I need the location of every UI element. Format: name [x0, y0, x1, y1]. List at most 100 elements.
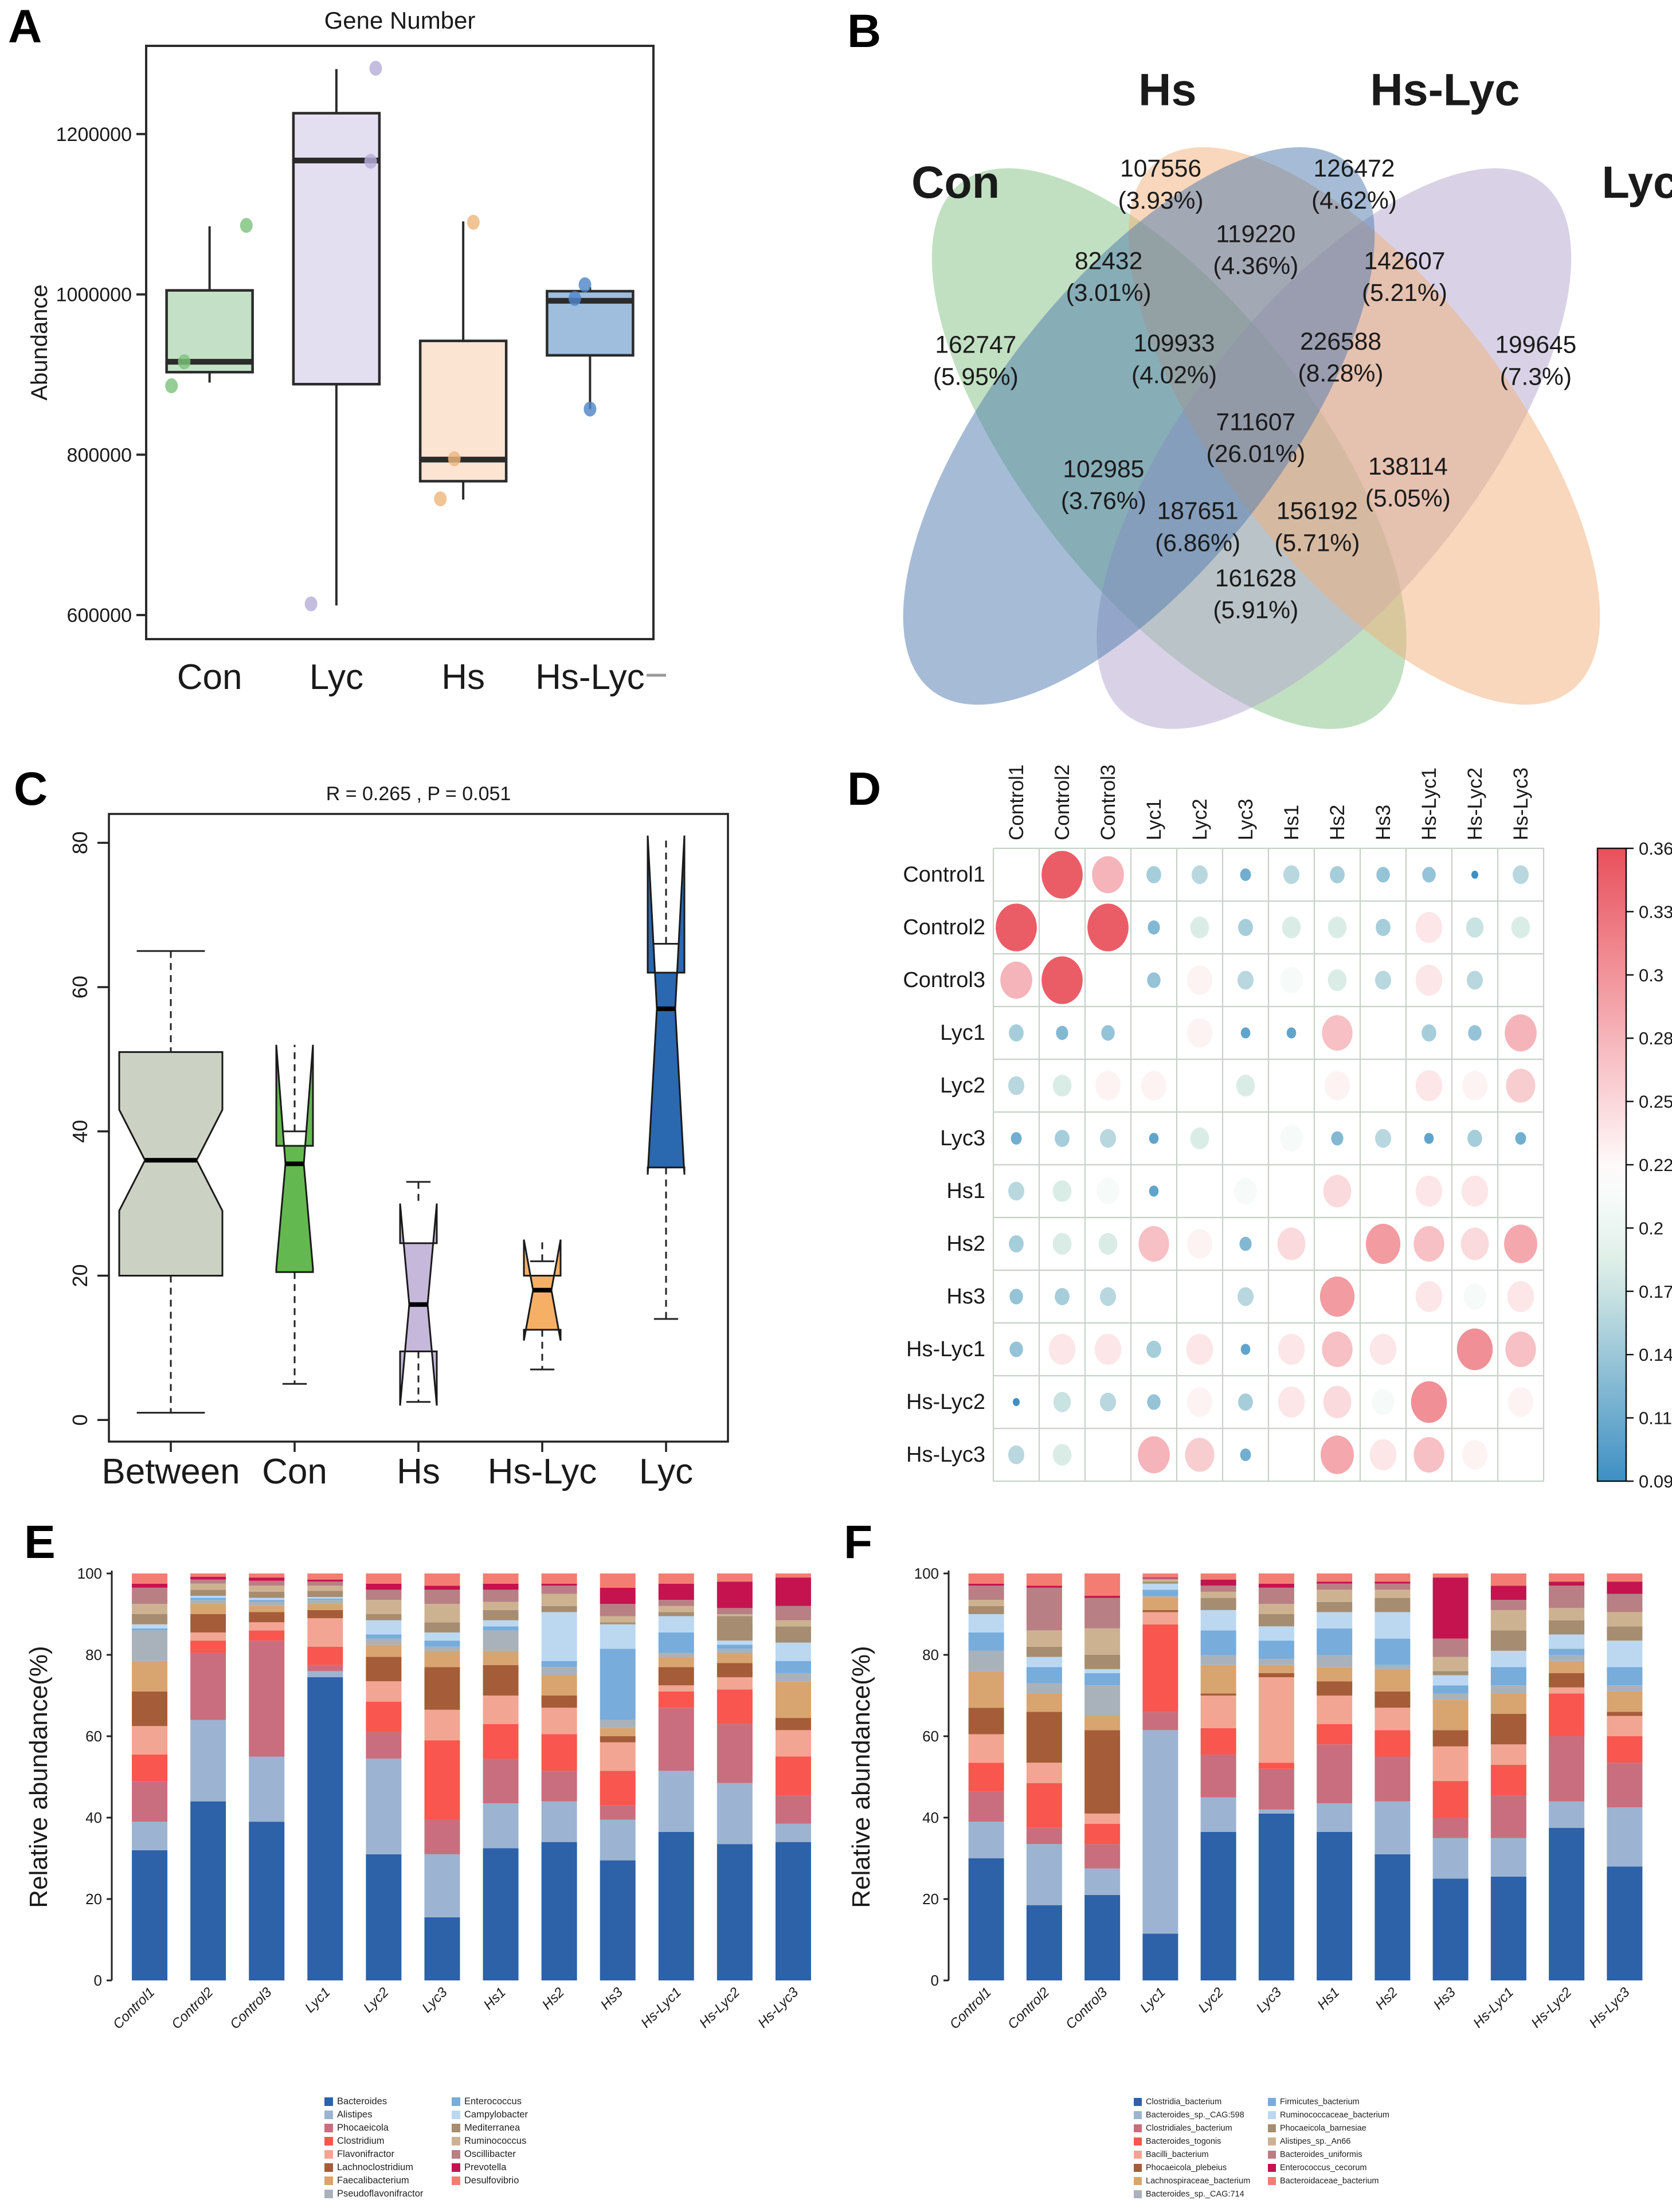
- bar-segment-Faecalibacterium: [307, 1604, 343, 1610]
- bar-segment-Enterococcus: [658, 1632, 694, 1653]
- bar-segment-Oscillibacter: [483, 1589, 519, 1602]
- bar-segment-Phocaeicola: [600, 1805, 636, 1820]
- bar-segment-Prevotella: [190, 1576, 226, 1580]
- bar-segment-Phocaeicola_barnesiae: [1375, 1598, 1411, 1612]
- corr-bubble: [1052, 1180, 1072, 1202]
- bar-segment-Bacteroides_sp._CAG:714: [1432, 1693, 1469, 1700]
- legend-label: Pseudoflavonifractor: [337, 2188, 424, 2199]
- bar-segment-Firmicutes_bacterium: [1258, 1641, 1294, 1659]
- bar-segment-Bacteroides_sp._CAG:714: [1607, 1685, 1643, 1692]
- bar-segment-Flavonifractor: [307, 1618, 343, 1647]
- bar-segment-Lachnoclostridium: [307, 1610, 343, 1619]
- bar-segment-Campylobacter: [600, 1624, 636, 1649]
- col-label-Lyc2: Lyc2: [1189, 798, 1211, 840]
- y-tick-label: 80: [85, 1646, 102, 1663]
- bar-segment-Enterococcus: [424, 1641, 460, 1647]
- bar-segment-Alistipes: [249, 1756, 285, 1822]
- legend-column: Enterococcus Campylobacter Mediterranea Rum…: [452, 2095, 595, 2201]
- panel-a-label: A: [8, 1, 42, 53]
- x-sample-label: Hs-Lyc3: [755, 1984, 801, 2031]
- row-label-Control2: Control2: [903, 915, 985, 939]
- y-tick-label: 20: [68, 1264, 92, 1287]
- corr-bubble: [1041, 956, 1083, 1004]
- corr-bubble: [1098, 1233, 1118, 1255]
- corr-bubble: [1376, 867, 1390, 883]
- corr-bubble: [1456, 1328, 1493, 1371]
- bar-segment-Lachnospiraceae_bacterium: [1490, 1693, 1526, 1714]
- bar-segment-Alistipes: [541, 1801, 577, 1842]
- legend-swatch: [324, 2176, 333, 2185]
- corr-bubble: [1415, 912, 1443, 943]
- panel-d-correlation-matrix: Control1 Control2 Control3 Lyc1 Lyc2 Lyc3 Hs1 H…: [903, 765, 1672, 1491]
- x-sample-label: Control1: [947, 1984, 994, 2032]
- corr-bubble: [1149, 1133, 1159, 1144]
- colorbar-tick-label: 0.11: [1639, 1408, 1672, 1428]
- legend-item-Phocaeicola_plebeius: Phocaeicola_plebeius: [1134, 2161, 1268, 2174]
- bar-segment-Pseudoflavonifractor: [600, 1720, 636, 1728]
- bar-segment-Campylobacter: [716, 1641, 753, 1645]
- bar-segment-Faecalibacterium: [249, 1606, 285, 1612]
- bar-segment-Bacteroides_sp._CAG:714: [1142, 1596, 1178, 1598]
- bar-segment-Bacteroides_uniformis: [1607, 1594, 1643, 1612]
- stacked-ylabel: Relative abundance(%): [847, 1646, 875, 1908]
- bar-segment-Faecalibacterium: [541, 1675, 577, 1696]
- bar-segment-Phocaeicola_barnesiae: [1490, 1630, 1526, 1651]
- colorbar: [1596, 847, 1627, 1482]
- bar-segment-Enterococcus_cecorum: [1549, 1581, 1585, 1586]
- corr-bubble: [1092, 856, 1124, 894]
- panel-a-ylabel: Abundance: [27, 284, 52, 400]
- legend-swatch: [1134, 2150, 1142, 2159]
- corr-bubble: [1187, 965, 1213, 995]
- bar-segment-Alistipes_sp._An66: [1258, 1604, 1294, 1614]
- legend-swatch: [1268, 2150, 1276, 2159]
- bar-segment-Phocaeicola: [249, 1641, 285, 1757]
- legend-item-Bacteroides: Bacteroides: [324, 2095, 452, 2108]
- corr-bubble: [1413, 1226, 1444, 1262]
- bar-segment-Phocaeicola_plebeius: [1375, 1691, 1411, 1708]
- corr-bubble: [1041, 851, 1083, 899]
- corr-bubble: [1141, 1071, 1167, 1101]
- corr-bubble: [1238, 1393, 1253, 1411]
- x-sample-label: Hs3: [598, 1984, 626, 2013]
- corr-bubble: [1237, 1287, 1254, 1306]
- bar-segment-Flavonifractor: [424, 1709, 460, 1741]
- legend-label: Flavonifractor: [337, 2149, 394, 2159]
- col-label-Hs3: Hs3: [1372, 805, 1395, 840]
- bar-segment-Bacilli_bacterium: [1200, 1696, 1236, 1728]
- bar-segment-Ruminococcaceae_bacterium: [1084, 1669, 1121, 1673]
- corr-bubble: [1468, 1025, 1482, 1041]
- corr-bubble: [1365, 1224, 1401, 1264]
- data-point: [578, 277, 592, 292]
- bar-segment-Bacteroides_uniformis: [1432, 1638, 1469, 1657]
- y-tick-label: 80: [922, 1646, 939, 1663]
- bar-segment-Phocaeicola: [366, 1732, 402, 1759]
- bar-segment-Desulfovibrio: [132, 1573, 168, 1584]
- bar-segment-Bacteroides_togonis: [1549, 1693, 1585, 1736]
- bar-segment-Lachnospiraceae_bacterium: [1026, 1693, 1062, 1712]
- corr-bubble: [1187, 1018, 1213, 1048]
- bar-segment-Enterococcus: [716, 1645, 753, 1649]
- box-Lyc: [292, 112, 381, 386]
- bar-segment-Prevotella: [307, 1579, 343, 1582]
- bar-segment-Prevotella: [716, 1581, 753, 1608]
- bar-segment-Clostridium: [716, 1689, 753, 1724]
- venn-region-value: 199645: [1495, 332, 1576, 359]
- bar-segment-Enterococcus_cecorum: [968, 1583, 1004, 1586]
- panel-b-label: B: [847, 5, 882, 57]
- bar-segment-Bacteroides_uniformis: [968, 1585, 1004, 1600]
- x-sample-label: Hs3: [1431, 1984, 1459, 2013]
- bar-segment-Clostridium: [600, 1771, 636, 1806]
- bar-segment-Desulfovibrio: [658, 1573, 694, 1584]
- bar-segment-Lachnospiraceae_bacterium: [1200, 1665, 1236, 1694]
- bar-segment-Lachnospiraceae_bacterium: [1607, 1691, 1643, 1712]
- corr-bubble: [1376, 919, 1391, 936]
- venn-region-value: 102985: [1063, 456, 1144, 483]
- legend-item-Ruminococcus: Ruminococcus: [452, 2135, 595, 2148]
- legend-item-Oscillibacter: Oscillibacter: [452, 2148, 595, 2161]
- bar-segment-Bacilli_bacterium: [1142, 1612, 1178, 1624]
- col-label-Control2: Control2: [1051, 765, 1074, 840]
- bar-segment-Enterococcus_cecorum: [1200, 1579, 1236, 1586]
- data-point: [584, 401, 597, 417]
- corr-bubble: [1466, 970, 1483, 990]
- corr-bubble: [1462, 1071, 1488, 1101]
